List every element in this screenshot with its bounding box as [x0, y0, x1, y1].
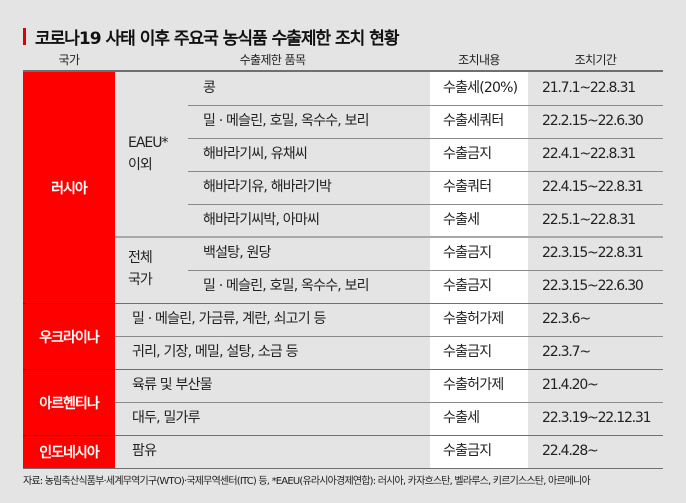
header-country: 국가 — [58, 53, 80, 67]
country-cell-ukraine: 우크라이나 — [23, 303, 115, 369]
table-row: 귀리, 기장, 메밀, 설탕, 소금 등 수출금지 22.3.7~ — [0, 336, 686, 369]
table-bottom-line — [23, 468, 663, 469]
country-cell-argentina: 아르헨티나 — [23, 369, 115, 435]
period-cell: 22.4.1~22.8.31 — [542, 146, 636, 162]
table-row: 해바라기씨, 유채씨 수출금지 22.4.1~22.8.31 — [0, 138, 686, 171]
country-divider — [115, 303, 663, 304]
table-row: 밀 · 메슬린, 호밀, 옥수수, 보리 수출세쿼터 22.2.15~22.6.… — [0, 105, 686, 138]
country-divider — [115, 435, 663, 436]
measure-cell: 수출금지 — [443, 344, 492, 360]
item-cell: 대두, 밀가루 — [132, 410, 200, 426]
row-divider — [188, 270, 663, 271]
measure-cell: 수출세쿼터 — [443, 113, 504, 129]
group-all-countries: 전체 국가 — [128, 247, 153, 291]
table-row: 대두, 밀가루 수출세 22.3.19~22.12.31 — [0, 402, 686, 435]
item-cell: 밀 · 메슬린, 호밀, 옥수수, 보리 — [203, 278, 370, 294]
item-cell: 백설탕, 원당 — [203, 245, 271, 261]
table-row: 해바라기유, 해바라기박 수출쿼터 22.4.15~22.8.31 — [0, 171, 686, 204]
period-cell: 22.2.15~22.6.30 — [542, 113, 644, 129]
period-cell: 22.3.19~22.12.31 — [542, 410, 652, 426]
page-title: 코로나19 사태 이후 주요국 농식품 수출제한 조치 현황 — [35, 28, 400, 49]
item-cell: 해바라기씨, 유채씨 — [203, 146, 308, 162]
table-row: 육류 및 부산물 수출허가제 21.4.20~ — [0, 369, 686, 402]
item-cell: 해바라기씨박, 아마씨 — [203, 212, 320, 228]
title-accent-bar — [23, 27, 26, 45]
header-items: 수출제한 품목 — [239, 53, 306, 67]
item-cell: 밀 · 메슬린, 가금류, 계란, 쇠고기 등 — [132, 311, 326, 327]
group-label-line2: 이외 — [128, 157, 153, 173]
row-divider — [188, 204, 663, 205]
item-cell: 팜유 — [132, 443, 157, 459]
group-divider — [115, 236, 663, 238]
table-row: 밀 · 메슬린, 호밀, 옥수수, 보리 수출금지 22.3.15~22.6.3… — [0, 270, 686, 303]
period-cell: 22.3.15~22.6.30 — [542, 278, 644, 294]
period-cell: 22.3.6~ — [542, 311, 591, 327]
period-cell: 22.5.1~22.8.31 — [542, 212, 636, 228]
item-cell: 해바라기유, 해바라기박 — [203, 179, 332, 195]
measure-cell: 수출금지 — [443, 278, 492, 294]
item-cell: 귀리, 기장, 메밀, 설탕, 소금 등 — [132, 344, 299, 360]
row-divider — [115, 402, 663, 403]
period-cell: 22.4.28~ — [542, 443, 599, 459]
table-row: 해바라기씨박, 아마씨 수출세 22.5.1~22.8.31 — [0, 204, 686, 237]
header-period: 조치기간 — [574, 53, 617, 67]
measure-cell: 수출금지 — [443, 245, 492, 261]
country-cell-russia: 러시아 — [23, 72, 115, 303]
measure-cell: 수출허가제 — [443, 311, 504, 327]
period-cell: 22.3.7~ — [542, 344, 591, 360]
source-footnote: 자료: 농림축산식품부·세계무역기구(WTO)·국제무역센터(ITC) 등, *… — [23, 476, 591, 487]
row-divider — [188, 171, 663, 172]
measure-cell: 수출금지 — [443, 443, 492, 459]
header-divider — [23, 70, 663, 72]
table-row: 팜유 수출금지 22.4.28~ — [0, 435, 686, 468]
period-cell: 22.4.15~22.8.31 — [542, 179, 644, 195]
group-eaeu-excluded: EAEU* 이외 — [128, 132, 169, 176]
row-divider — [188, 105, 663, 106]
country-cell-indonesia: 인도네시아 — [23, 435, 115, 468]
table-row: 백설탕, 원당 수출금지 22.3.15~22.8.31 — [0, 237, 686, 270]
group-label-line1: EAEU* — [128, 135, 169, 151]
header-measure: 조치내용 — [458, 53, 500, 67]
measure-cell: 수출세 — [443, 212, 480, 228]
country-divider — [115, 369, 663, 370]
measure-cell: 수출세(20%) — [443, 80, 518, 96]
group-label-line2: 국가 — [128, 272, 153, 288]
item-cell: 육류 및 부산물 — [132, 377, 213, 393]
row-divider — [188, 138, 663, 139]
item-cell: 콩 — [203, 80, 216, 96]
measure-cell: 수출금지 — [443, 146, 492, 162]
measure-cell: 수출허가제 — [443, 377, 504, 393]
table-row: 밀 · 메슬린, 가금류, 계란, 쇠고기 등 수출허가제 22.3.6~ — [0, 303, 686, 336]
period-cell: 21.4.20~ — [542, 377, 599, 393]
group-label-line1: 전체 — [128, 250, 153, 266]
table-row: 콩 수출세(20%) 21.7.1~22.8.31 — [0, 72, 686, 105]
item-cell: 밀 · 메슬린, 호밀, 옥수수, 보리 — [203, 113, 370, 129]
period-cell: 22.3.15~22.8.31 — [542, 245, 644, 261]
period-cell: 21.7.1~22.8.31 — [542, 80, 636, 96]
title-bar: 코로나19 사태 이후 주요국 농식품 수출제한 조치 현황 — [23, 26, 400, 49]
row-divider — [115, 336, 663, 337]
measure-cell: 수출쿼터 — [443, 179, 492, 195]
measure-cell: 수출세 — [443, 410, 480, 426]
